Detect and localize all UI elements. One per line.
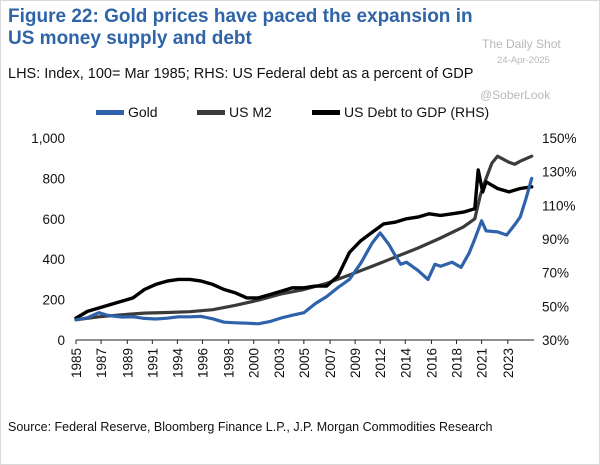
series-line-m2 (74, 154, 534, 322)
y-left-tick-label: 200 (42, 293, 65, 308)
y-left-tick-label: 400 (42, 252, 65, 267)
y-right-tick-label: 110% (542, 198, 576, 213)
x-tick-label: 2009 (348, 348, 363, 378)
x-tick-label: 2021 (475, 348, 490, 378)
watermark-handle: @SoberLook (480, 88, 551, 102)
legend-item-gold: Gold (96, 100, 158, 124)
x-tick-label: 1987 (94, 348, 109, 378)
legend-label-debt: US Debt to GDP (RHS) (344, 104, 490, 120)
x-tick-label: 1985 (69, 348, 84, 378)
x-tick-label: 1989 (120, 348, 135, 378)
x-tick-label: 2023 (501, 348, 516, 378)
legend-swatch-debt (312, 109, 340, 115)
y-left-tick-label: 800 (42, 171, 65, 186)
x-tick-label: 2016 (424, 348, 439, 378)
legend-swatch-m2 (197, 109, 225, 115)
legend-label-gold: Gold (128, 104, 158, 120)
legend-item-m2: US M2 (197, 100, 272, 124)
x-tick-label: 2000 (247, 348, 262, 378)
x-tick-label: 1996 (195, 348, 210, 378)
x-tick-label: 2007 (323, 348, 338, 378)
legend-item-debt: US Debt to GDP (RHS) (312, 100, 489, 124)
x-tick-label: 2014 (398, 348, 413, 379)
y-right-tick-label: 90% (542, 232, 569, 247)
y-right-tick-label: 70% (542, 266, 569, 281)
legend-swatch-gold (96, 109, 124, 115)
y-right-tick-label: 50% (542, 299, 569, 314)
y-left-tick-label: 0 (57, 333, 65, 348)
chart-title: Figure 22: Gold prices have paced the ex… (8, 6, 473, 49)
x-tick-label: 2003 (272, 348, 287, 378)
legend-label-m2: US M2 (229, 104, 272, 120)
x-tick-label: 2005 (297, 348, 312, 378)
watermark-date: 24-Apr-2025 (497, 55, 550, 66)
x-tick-label: 1994 (170, 348, 185, 379)
source-note: Source: Federal Reserve, Bloomberg Finan… (8, 420, 493, 434)
y-left-tick-label: 600 (42, 212, 65, 227)
y-left-tick-label: 1,000 (31, 131, 65, 146)
y-right-tick-label: 30% (542, 333, 569, 348)
x-tick-label: 1991 (145, 348, 160, 378)
chart-subtitle: LHS: Index, 100= Mar 1985; RHS: US Feder… (8, 66, 474, 82)
series-line-debt (74, 168, 534, 320)
y-right-tick-label: 130% (542, 165, 577, 180)
chart-legend: Gold US M2 US Debt to GDP (RHS) (0, 100, 600, 124)
x-tick-label: 1998 (222, 348, 237, 378)
watermark-name: The Daily Shot (482, 37, 561, 51)
y-right-tick-label: 150% (542, 131, 577, 146)
series-line-gold (74, 176, 534, 326)
x-tick-label: 2018 (450, 348, 465, 378)
x-tick-label: 2012 (373, 348, 388, 378)
